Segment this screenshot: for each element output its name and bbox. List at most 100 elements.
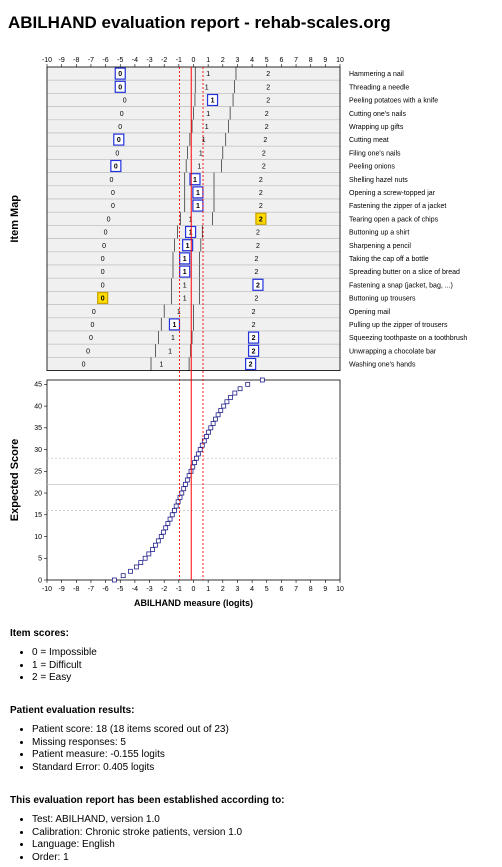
bottom-x-tick-label: 10 — [336, 586, 344, 593]
item-row-band — [46, 277, 341, 292]
score-label: 1 — [189, 216, 193, 223]
y-tick-label: 45 — [34, 382, 42, 389]
item-name-label: Buttoning up a shirt — [349, 230, 409, 237]
item-row-band — [46, 119, 341, 134]
score-label: 0 — [123, 98, 127, 105]
y-tick-label: 15 — [34, 512, 42, 519]
y-tick-label: 20 — [34, 490, 42, 497]
item-name-label: Squeezing toothpaste on a toothbrush — [349, 335, 467, 342]
list-item: Language: English — [32, 839, 285, 852]
top-x-tick-label: -2 — [161, 57, 167, 64]
established-section: This evaluation report has been establis… — [10, 795, 285, 864]
report-title: ABILHAND evaluation report - rehab-scale… — [8, 13, 391, 32]
score-label-selected: 1 — [173, 322, 177, 329]
score-label: 1 — [183, 282, 187, 289]
bottom-x-tick-label: 0 — [192, 586, 196, 593]
item-scores-list: 0 = Impossible 1 = Difficult 2 = Easy — [10, 647, 97, 685]
item-name-label: Washing one's hands — [349, 362, 416, 369]
expected-score-point — [142, 555, 148, 561]
bottom-x-tick-label: 5 — [265, 586, 269, 593]
score-label-selected: 2 — [252, 348, 256, 355]
expected-score-point — [128, 568, 133, 574]
bottom-x-tick-label: 7 — [294, 586, 298, 593]
score-label: 0 — [118, 124, 122, 131]
bottom-x-tick-label: 2 — [221, 586, 225, 593]
item-name-label: Cutting one's nails — [349, 111, 406, 118]
top-x-tick-label: -10 — [42, 57, 52, 64]
response-box — [179, 252, 191, 265]
item-name-label: Filing one's nails — [349, 150, 401, 157]
expected-score-point — [221, 403, 227, 409]
item-map-axis-label: Item Map — [9, 195, 21, 243]
score-label: 2 — [259, 190, 263, 197]
response-box — [110, 159, 122, 173]
score-label: 1 — [202, 137, 206, 144]
top-x-tick-label: 2 — [221, 57, 225, 64]
expected-score-point — [237, 386, 243, 392]
score-label-selected: 1 — [183, 269, 187, 276]
item-name-label: Peeling potatoes with a knife — [349, 98, 438, 105]
top-x-tick-label: -6 — [102, 57, 108, 64]
item-row-band — [46, 238, 341, 253]
results-heading: Patient evaluation results: — [10, 705, 135, 716]
bottom-x-tick-label: -6 — [102, 586, 108, 593]
top-x-tick-label: 0 — [192, 57, 196, 64]
score-label-selected: 0 — [117, 137, 121, 144]
bottom-x-tick-label: -3 — [146, 586, 152, 593]
y-tick-label: 35 — [34, 425, 42, 432]
score-label-selected: 0 — [118, 84, 122, 91]
item-name-label: Spreading butter on a slice of bread — [349, 269, 460, 276]
response-box — [255, 212, 267, 225]
expected-score-point — [194, 455, 199, 461]
response-box — [114, 80, 126, 93]
item-name-label: Opening mail — [349, 309, 391, 316]
expected-score-point — [203, 434, 209, 439]
response-box — [113, 133, 125, 146]
response-box — [182, 239, 194, 252]
score-label: 1 — [183, 296, 187, 303]
score-label-selected: 1 — [186, 243, 190, 250]
top-x-tick-label: -1 — [176, 57, 182, 64]
top-x-tick-label: 6 — [279, 57, 283, 64]
top-x-tick-label: -8 — [73, 57, 79, 64]
x-axis-label: ABILHAND measure (logits) — [134, 598, 253, 608]
bottom-x-tick-label: -9 — [59, 586, 65, 593]
bottom-x-tick-label: -7 — [88, 586, 94, 593]
response-box — [184, 225, 197, 239]
list-item: Calibration: Chronic stroke patients, ve… — [32, 827, 285, 840]
score-label: 2 — [252, 309, 256, 316]
score-label: 0 — [86, 348, 90, 355]
score-label: 0 — [115, 150, 119, 157]
bottom-x-tick-label: 1 — [206, 586, 210, 593]
expected-score-point — [173, 503, 179, 509]
expected-score-point — [215, 412, 221, 418]
score-label: 1 — [199, 150, 203, 157]
top-x-tick-label: 4 — [250, 57, 254, 64]
expected-score-frame — [46, 379, 341, 581]
score-label-selected: 0 — [114, 164, 118, 171]
score-label: 2 — [256, 230, 260, 237]
item-name-label: Hammering a nail — [349, 71, 404, 78]
response-box — [192, 199, 204, 212]
expected-score-point — [192, 460, 197, 466]
item-row-band — [46, 159, 341, 173]
top-x-tick-label: -7 — [88, 57, 94, 64]
expected-score-point — [172, 508, 177, 513]
list-item: Missing responses: 5 — [32, 737, 229, 750]
score-label: 2 — [266, 84, 270, 91]
bottom-x-tick-label: 6 — [279, 586, 283, 593]
expected-score-point — [213, 416, 218, 422]
list-item: Patient measure: -0.155 logits — [32, 749, 229, 762]
score-label: 2 — [266, 98, 270, 105]
expected-score-point — [245, 381, 251, 387]
expected-score-point — [208, 425, 214, 431]
score-label: 0 — [104, 230, 108, 237]
expected-score-point — [165, 521, 171, 526]
item-name-label: Buttoning up trousers — [349, 296, 416, 303]
score-label: 0 — [82, 362, 86, 369]
expected-score-point — [120, 573, 126, 579]
top-x-tick-label: 1 — [206, 57, 210, 64]
expected-score-point — [183, 481, 188, 487]
response-box — [247, 331, 260, 344]
results-section: Patient evaluation results: Patient scor… — [10, 705, 229, 774]
